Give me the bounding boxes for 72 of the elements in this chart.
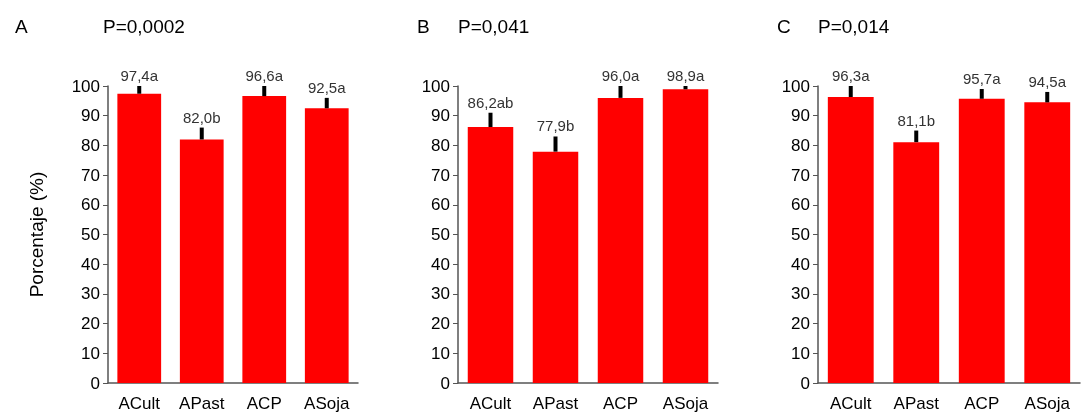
y-tick-label: 90 xyxy=(81,106,100,126)
x-tick-label: ACP xyxy=(603,394,638,413)
y-tick-label: 50 xyxy=(791,225,810,244)
data-label: 77,9b xyxy=(536,117,575,135)
data-label: 81,1b xyxy=(897,111,936,129)
x-tick-label: ACult xyxy=(829,394,872,413)
x-tick-label: ACP xyxy=(246,394,282,413)
y-tick-label: 10 xyxy=(791,343,810,363)
y-tick-label: 0 xyxy=(90,373,100,393)
bar xyxy=(242,96,287,383)
y-tick-label: 0 xyxy=(440,373,450,393)
data-label: 98,9a xyxy=(666,67,705,84)
x-tick-label: ASoja xyxy=(662,394,709,413)
y-tick-label: 50 xyxy=(81,225,100,244)
y-tick-label: 40 xyxy=(431,254,450,274)
x-tick-label: ACult xyxy=(118,394,161,413)
y-tick-label: 30 xyxy=(81,284,100,304)
bar xyxy=(179,139,224,383)
x-tick-label: APast xyxy=(532,394,579,413)
y-tick-label: 50 xyxy=(431,225,450,244)
chart-subtitle: P=0,041 xyxy=(458,16,530,37)
y-tick-label: 90 xyxy=(431,106,450,126)
x-tick-label: APast xyxy=(179,394,225,413)
y-axis-title: Porcentaje (%) xyxy=(26,171,47,298)
y-tick-label: 100 xyxy=(781,76,810,96)
bar xyxy=(117,93,162,383)
x-tick-label: ASoja xyxy=(1024,394,1071,413)
bar xyxy=(597,97,644,383)
y-tick-label: 60 xyxy=(81,195,100,215)
y-tick-label: 20 xyxy=(81,314,100,334)
x-tick-label: ACP xyxy=(964,394,1000,413)
y-tick-label: 10 xyxy=(431,343,450,363)
y-tick-label: 80 xyxy=(791,135,810,155)
data-label: 82,0b xyxy=(182,108,221,126)
y-tick-label: 40 xyxy=(81,254,100,274)
y-tick-label: 80 xyxy=(431,135,450,155)
data-label: 96,3a xyxy=(831,67,871,84)
data-label: 94,5a xyxy=(1028,72,1067,90)
x-tick-label: ASoja xyxy=(304,394,350,413)
chart-subtitle: P=0,0002 xyxy=(103,16,185,37)
x-tick-label: ACult xyxy=(469,394,512,413)
y-tick-label: 60 xyxy=(791,195,810,215)
x-tick-label: APast xyxy=(893,394,940,413)
y-tick-label: 90 xyxy=(791,106,810,126)
bar xyxy=(467,126,514,383)
chart-title: C xyxy=(777,16,791,37)
y-tick-label: 30 xyxy=(791,284,810,304)
y-tick-label: 100 xyxy=(421,76,450,96)
data-label: 92,5a xyxy=(307,78,347,96)
bar xyxy=(304,108,349,383)
data-label: 96,6a xyxy=(245,67,284,84)
chart-title: A xyxy=(15,16,28,37)
y-tick-label: 60 xyxy=(431,195,450,215)
bar xyxy=(532,151,579,383)
chart-title: B xyxy=(417,16,430,37)
y-tick-label: 70 xyxy=(431,165,450,185)
y-tick-label: 20 xyxy=(791,314,810,334)
data-label: 86,2ab xyxy=(467,93,514,111)
y-tick-label: 30 xyxy=(431,284,450,304)
chart-subtitle: P=0,014 xyxy=(818,16,890,37)
data-label: 97,4a xyxy=(120,67,159,84)
data-label: 95,7a xyxy=(962,69,1002,87)
data-label: 96,0a xyxy=(601,67,640,84)
y-tick-label: 40 xyxy=(791,254,810,274)
y-tick-label: 100 xyxy=(71,76,100,96)
y-tick-label: 70 xyxy=(81,165,100,185)
y-tick-label: 80 xyxy=(81,135,100,155)
y-tick-label: 20 xyxy=(431,314,450,334)
bar xyxy=(662,89,709,383)
y-tick-label: 10 xyxy=(81,343,100,363)
y-tick-label: 70 xyxy=(791,165,810,185)
y-tick-label: 0 xyxy=(800,373,810,393)
